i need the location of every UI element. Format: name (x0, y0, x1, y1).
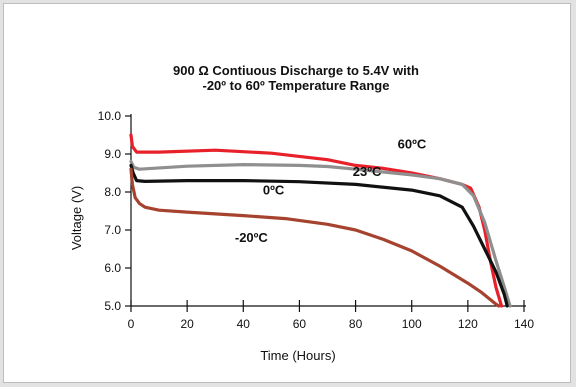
discharge-chart: 900 Ω Contiuous Discharge to 5.4V with -… (69, 63, 535, 363)
chart-frame: 900 Ω Contiuous Discharge to 5.4V with -… (3, 3, 571, 383)
x-tick-label: 60 (293, 317, 307, 331)
x-tick-label: 80 (349, 317, 363, 331)
series-labels: 60ºC 23ºC 0ºC -20ºC (235, 136, 427, 245)
y-axis-label: Voltage (V) (69, 186, 84, 250)
x-tick-label: 0 (128, 317, 135, 331)
y-tick-label: 8.0 (104, 185, 121, 199)
series-label-0c: 0ºC (263, 183, 285, 198)
x-axis-label: Time (Hours) (260, 348, 335, 363)
series-line-minus-20c (129, 167, 501, 308)
x-tick-label: 120 (458, 317, 478, 331)
x-tick-label: 40 (237, 317, 251, 331)
y-tick-label: 6.0 (104, 261, 121, 275)
y-tick-label: 10.0 (98, 109, 122, 123)
series-label-60c: 60ºC (398, 136, 427, 151)
chart-title-line-2: -20º to 60º Temperature Range (203, 78, 390, 93)
series-label-23c: 23ºC (353, 164, 382, 179)
series-label-minus-20c: -20ºC (235, 230, 269, 245)
x-tick-label: 140 (514, 317, 534, 331)
x-tick-label: 100 (402, 317, 422, 331)
series-line-60c (129, 133, 504, 308)
x-tick-label: 20 (180, 317, 194, 331)
series-layer (129, 133, 512, 308)
axes: 5.0 6.0 7.0 8.0 9.0 10.0 0 20 40 60 80 100 120 140 (98, 109, 535, 331)
series-line-23c (129, 160, 512, 308)
y-tick-label: 9.0 (104, 147, 121, 161)
y-tick-label: 7.0 (104, 223, 121, 237)
chart-title-line-1: 900 Ω Contiuous Discharge to 5.4V with (173, 63, 419, 78)
series-line-0c (129, 163, 509, 308)
y-tick-label: 5.0 (104, 299, 121, 313)
